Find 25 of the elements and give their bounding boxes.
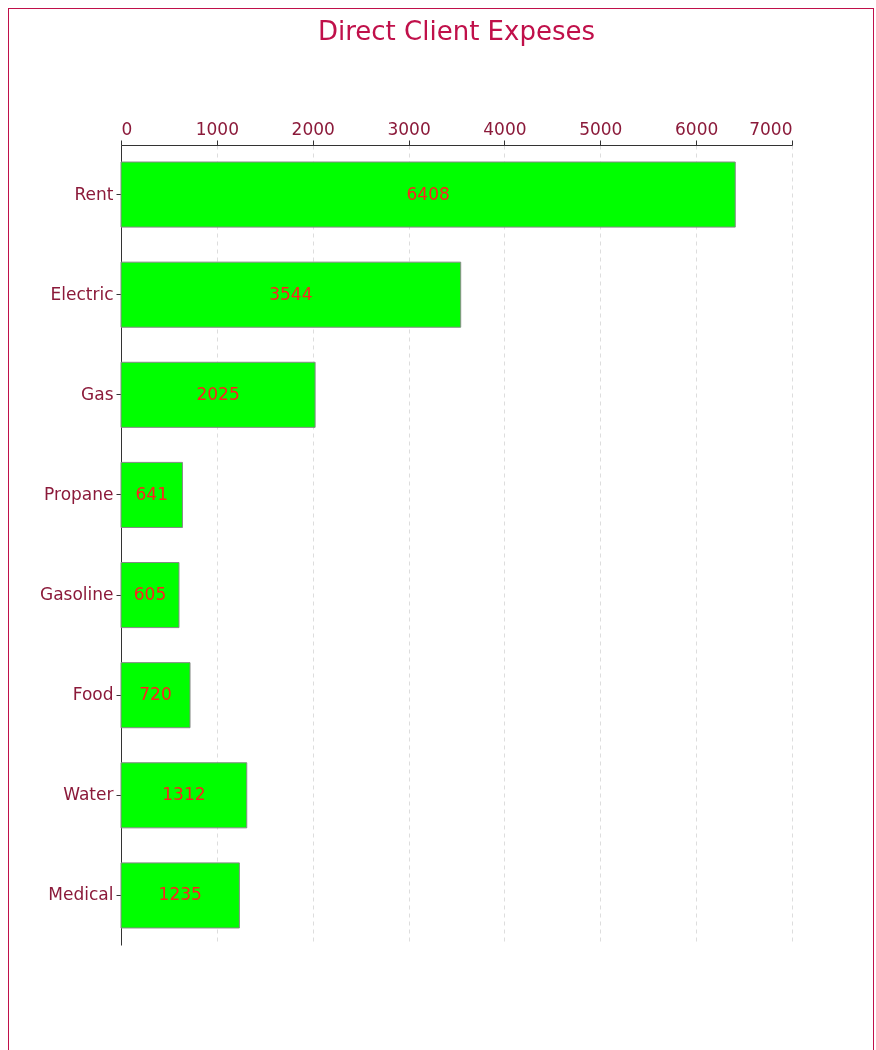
y-tick-label: Water [63, 784, 114, 805]
x-tick-label: 7000 [749, 118, 793, 139]
x-tick-label: 0 [121, 118, 133, 139]
data-label: 3544 [269, 283, 313, 304]
y-tick-label: Propane [44, 483, 114, 504]
y-tick-label: Gasoline [39, 584, 114, 605]
x-tick-label: 3000 [387, 118, 431, 139]
y-tick-label: Gas [81, 383, 114, 404]
data-label: 641 [135, 483, 168, 504]
y-tick-label: Food [72, 684, 114, 705]
y-tick-label: Medical [48, 884, 114, 905]
x-tick-label: 4000 [483, 118, 527, 139]
data-label: 6408 [406, 183, 450, 204]
y-tick-label: Electric [50, 283, 114, 304]
x-tick-label: 5000 [579, 118, 623, 139]
data-label: 1235 [158, 884, 202, 905]
y-tick-label: Rent [74, 183, 114, 204]
data-label: 720 [139, 684, 172, 705]
x-tick-label: 1000 [195, 118, 239, 139]
x-tick-label: 2000 [291, 118, 335, 139]
data-label: 2025 [196, 383, 240, 404]
chart-title: Direct Client Expeses [317, 16, 596, 46]
x-tick-label: 6000 [675, 118, 719, 139]
data-label: 605 [133, 584, 167, 605]
data-label: 1312 [162, 784, 206, 805]
